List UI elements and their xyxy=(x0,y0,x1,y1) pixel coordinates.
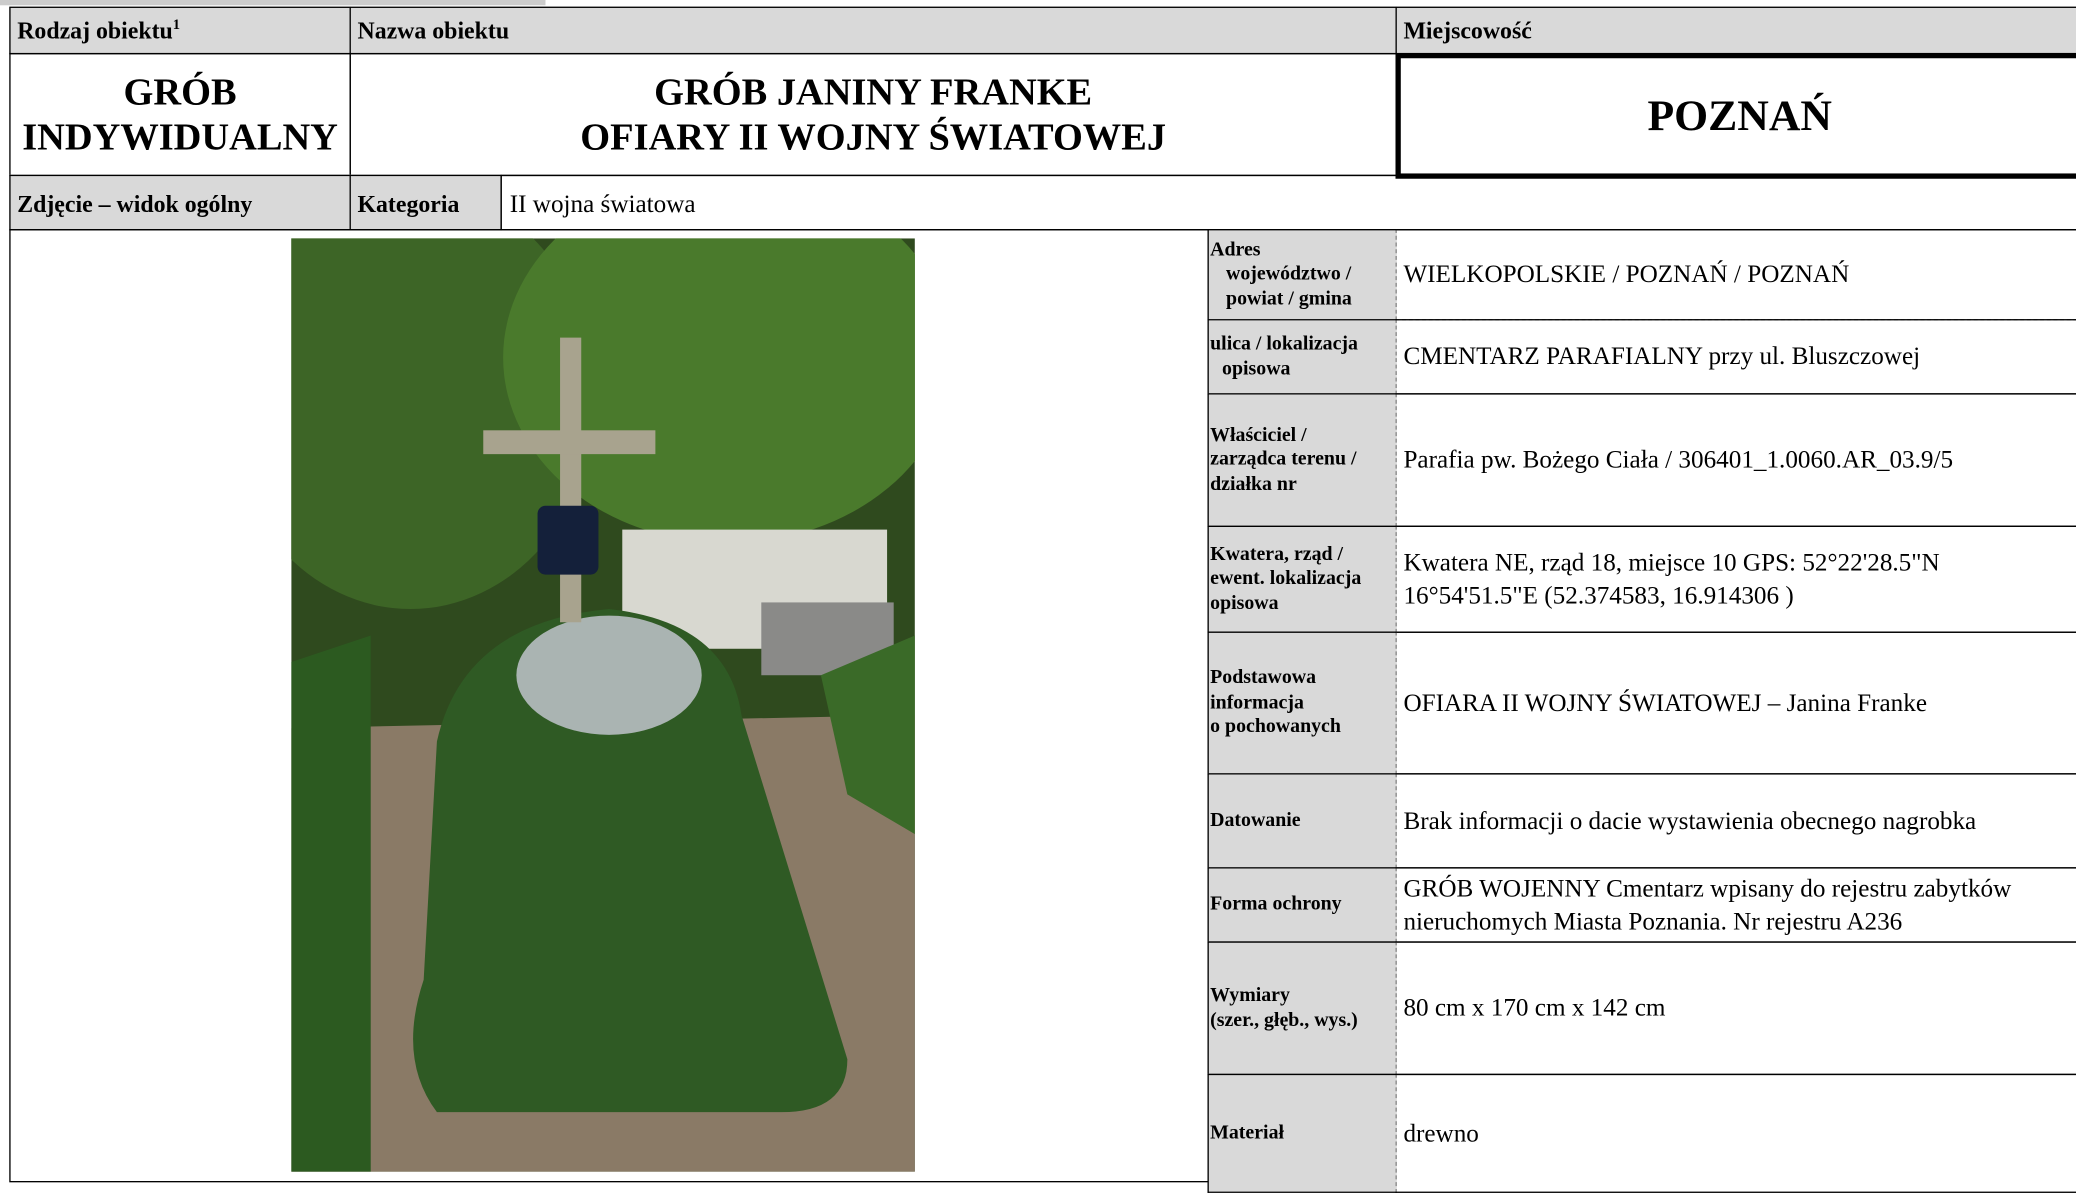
label-line: Forma ochrony xyxy=(1210,894,1342,916)
label-line: Adres xyxy=(1210,239,1261,261)
label-line: (szer., głęb., wys.) xyxy=(1210,1009,1358,1031)
row-value: OFIARA II WOJNY ŚWIATOWEJ – Janina Frank… xyxy=(1395,631,2076,775)
row-label: Datowanie xyxy=(1207,773,1397,869)
row-label: Wymiary (szer., głęb., wys.) xyxy=(1207,941,1397,1076)
photo xyxy=(291,238,915,1172)
label-line: działka nr xyxy=(1210,473,1297,495)
label-line: o pochowanych xyxy=(1210,716,1341,738)
value-line: 80 cm x 170 cm x 142 cm xyxy=(1403,994,1666,1023)
value-line: GRÓB WOJENNY Cmentarz wpisany do rejestr… xyxy=(1403,874,2012,903)
top-strip xyxy=(0,0,546,6)
label-line: zarządca terenu / xyxy=(1210,449,1357,471)
label-line: Materiał xyxy=(1210,1122,1285,1144)
category-value: II wojna światowa xyxy=(500,174,2076,231)
photo-label: Zdjęcie – widok ogólny xyxy=(9,174,351,231)
value-line: CMENTARZ PARAFIALNY przy ul. Bluszczowej xyxy=(1403,342,1921,371)
label-line: Właściciel / xyxy=(1210,424,1307,446)
row-label: Podstawowa informacja o pochowanych xyxy=(1207,631,1397,775)
line: GRÓB JANINY FRANKE xyxy=(654,70,1093,114)
row-label: Materiał xyxy=(1207,1073,1397,1193)
line: OFIARY II WOJNY ŚWIATOWEJ xyxy=(580,115,1167,159)
name-label: Nazwa obiektu xyxy=(349,6,1397,55)
line: GRÓB xyxy=(123,70,237,114)
value-line: 16°54'51.5"E (52.374583, 16.914306 ) xyxy=(1403,581,1794,610)
row-label: Właściciel / zarządca terenu / działka nr xyxy=(1207,393,1397,527)
row-label: Kwatera, rząd / ewent. lokalizacja opisowa xyxy=(1207,525,1397,633)
label-line: powiat / gmina xyxy=(1226,288,1352,310)
category-label: Kategoria xyxy=(349,174,502,231)
value-line: WIELKOPOLSKIE / POZNAŃ / POZNAŃ xyxy=(1403,260,1850,289)
value-line: nieruchomych Miasta Poznania. Nr rejestr… xyxy=(1403,907,1903,936)
label-text: Rodzaj obiektu xyxy=(17,17,173,44)
row-value: WIELKOPOLSKIE / POZNAŃ / POZNAŃ xyxy=(1395,229,2076,321)
row-label: ulica / lokalizacja opisowa xyxy=(1207,319,1397,395)
value-line: drewno xyxy=(1403,1119,1479,1148)
type-label: Rodzaj obiektu1 xyxy=(9,6,351,55)
row-value: Kwatera NE, rząd 18, miejsce 10 GPS: 52°… xyxy=(1395,525,2076,633)
label-line: Datowanie xyxy=(1210,809,1301,832)
label-line: ulica / lokalizacja xyxy=(1210,333,1358,355)
footnote-mark: 1 xyxy=(172,17,181,34)
label-line: opisowa xyxy=(1222,358,1291,380)
label-line: informacja xyxy=(1210,692,1304,714)
name-value: GRÓB JANINY FRANKE OFIARY II WOJNY ŚWIATO… xyxy=(349,52,1397,177)
row-value: Parafia pw. Bożego Ciała / 306401_1.0060… xyxy=(1395,393,2076,527)
row-value: Brak informacji o dacie wystawienia obec… xyxy=(1395,773,2076,869)
row-value: 80 cm x 170 cm x 142 cm xyxy=(1395,941,2076,1076)
value-line: OFIARA II WOJNY ŚWIATOWEJ – Janina Frank… xyxy=(1403,689,1927,717)
row-label: Adres województwo / powiat / gmina xyxy=(1207,229,1397,321)
row-label: Forma ochrony xyxy=(1207,867,1397,943)
row-value: CMENTARZ PARAFIALNY przy ul. Bluszczowej xyxy=(1395,319,2076,395)
line: INDYWIDUALNY xyxy=(22,115,338,159)
label-line: Wymiary xyxy=(1210,985,1290,1007)
label-line: opisowa xyxy=(1210,592,1279,615)
value-line: Kwatera NE, rząd 18, miejsce 10 GPS: 52°… xyxy=(1403,548,1940,577)
place-label: Miejscowość xyxy=(1395,6,2076,55)
place-value: POZNAŃ xyxy=(1395,52,2076,179)
label-line: ewent. lokalizacja xyxy=(1210,568,1362,590)
label-line: Podstawowa xyxy=(1210,667,1317,689)
type-value: GRÓB INDYWIDUALNY xyxy=(9,52,351,177)
label-line: Kwatera, rząd / xyxy=(1210,543,1344,566)
row-value: drewno xyxy=(1395,1073,2076,1193)
value-line: Parafia pw. Bożego Ciała / 306401_1.0060… xyxy=(1403,446,1954,474)
label-line: województwo / xyxy=(1226,263,1352,285)
value-line: Brak informacji o dacie wystawienia obec… xyxy=(1403,806,1977,835)
row-value: GRÓB WOJENNY Cmentarz wpisany do rejestr… xyxy=(1395,867,2076,943)
